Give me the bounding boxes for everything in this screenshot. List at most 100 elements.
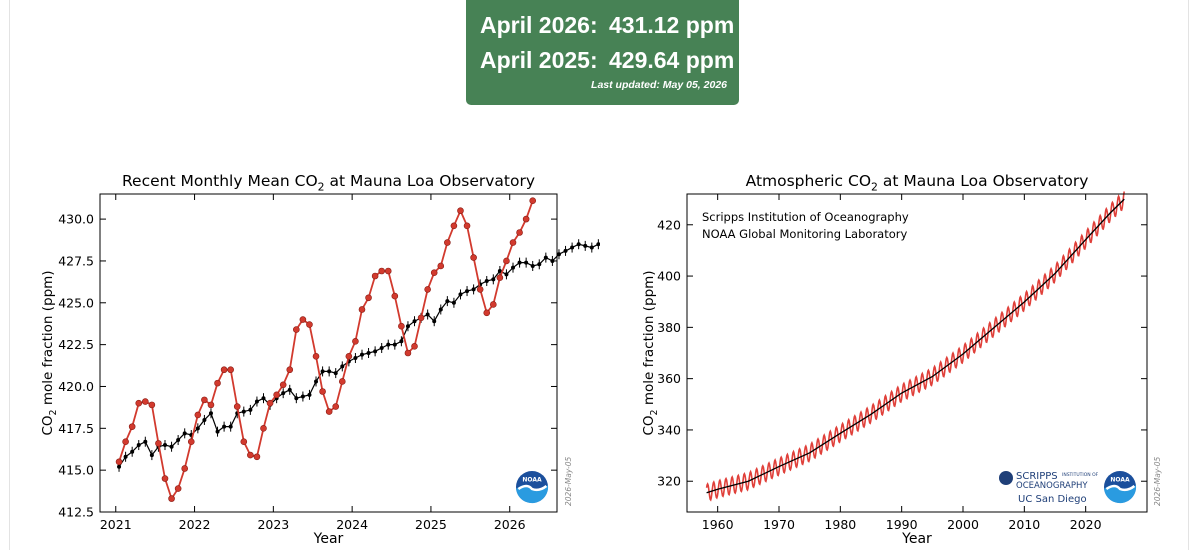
chart1-monthly-point	[312, 353, 320, 360]
chart2-ytick-label: 340	[657, 422, 681, 437]
chart1-monthly-point	[424, 286, 431, 293]
chart1-trend-point	[202, 417, 207, 422]
chart1-monthly-point	[135, 399, 143, 407]
chart2-xtick-label: 2010	[1008, 517, 1040, 532]
chart2-monthly-line	[705, 191, 1125, 502]
chart1-trend-point	[484, 279, 489, 284]
chart1-xlabel: Year	[313, 531, 344, 547]
chart1-trend-point	[425, 312, 430, 317]
chart1-xtick-label: 2025	[415, 517, 447, 532]
chart2-ytick-label: 380	[657, 320, 681, 335]
chart1-trend-point	[215, 429, 220, 434]
scripps-logo-ucsd: UC San Diego	[1018, 494, 1087, 505]
chart1-xtick-label: 2024	[336, 517, 368, 532]
chart1-monthly-point	[437, 262, 445, 270]
chart1-trend-point	[366, 351, 371, 355]
noaa-logo-bird	[517, 484, 548, 492]
chart1-monthly-point	[306, 321, 313, 328]
chart1-monthly-point	[516, 229, 523, 236]
chart2-xtick-label: 1980	[824, 517, 856, 532]
chart1-trend-point	[399, 339, 404, 344]
chart2-xtick-label: 2000	[947, 517, 979, 532]
chart1-monthly-point	[194, 411, 202, 419]
chart1-ytick-label: 425.0	[58, 295, 94, 310]
chart1-monthly-point	[214, 379, 221, 387]
chart1-trend-point	[524, 260, 529, 265]
chart1-monthly-point	[338, 378, 346, 385]
chart1-monthly-point	[201, 396, 208, 404]
chart1-monthly-point	[286, 366, 294, 374]
chart1-trend-point	[583, 243, 588, 248]
chart1-trend-point	[386, 342, 391, 347]
chart1-trend-point	[333, 371, 338, 376]
chart1-monthly-point	[476, 286, 484, 293]
previous-year-label: April 2025:	[480, 47, 598, 73]
chart1-trend-point	[432, 319, 437, 324]
chart1-trend-point	[261, 396, 266, 401]
chart1-xtick-label: 2026	[494, 517, 526, 532]
chart1-monthly-point	[115, 458, 123, 466]
chart1-trend-point	[511, 265, 516, 270]
scripps-logo-emblem	[999, 471, 1013, 485]
chart1-trend-point	[497, 268, 502, 273]
chart1-monthly-point	[483, 309, 491, 317]
chart2-xtick-label: 2020	[1070, 517, 1102, 532]
chart1-ytick-label: 417.5	[58, 421, 94, 436]
chart1-plot-frame	[99, 193, 558, 513]
chart1-monthly-point	[279, 381, 287, 389]
noaa-logo-wave	[516, 484, 549, 504]
chart1-trend-point	[465, 289, 470, 294]
noaa-logo: NOAA	[516, 471, 549, 504]
chart1-monthly-point	[522, 215, 530, 223]
chart1-monthly-point	[128, 423, 136, 430]
chart1-monthly-point	[187, 438, 195, 446]
chart1-trend-point	[412, 319, 417, 324]
chart1-trend-point	[576, 242, 581, 247]
chart1-monthly-point	[470, 254, 477, 261]
chart1-trend-point	[320, 369, 325, 374]
chart1-monthly-point	[384, 267, 392, 275]
chart1-ytick-label: 422.5	[58, 337, 94, 352]
chart1-date-stamp: 2026-May-05	[564, 456, 573, 506]
chart1-trend-point	[228, 424, 233, 429]
chart1-trend-point	[117, 464, 122, 469]
chart1-monthly-point	[253, 453, 261, 461]
chart1-monthly-point	[207, 401, 215, 409]
chart1-monthly-point	[398, 322, 405, 330]
noaa-logo-bird	[1105, 484, 1136, 492]
chart1-trend-point	[589, 245, 594, 250]
chart1-trend-point	[570, 245, 575, 250]
chart1-monthly-point	[365, 294, 372, 302]
chart2-plot-frame	[686, 193, 1148, 513]
chart1-monthly-point	[227, 366, 234, 374]
chart1-trend-point	[294, 396, 299, 401]
current-month-label: April 2026:	[480, 12, 598, 38]
chart2-annotation-scripps: Scripps Institution of Oceanography	[702, 210, 909, 224]
chart1-monthly-point	[417, 314, 425, 322]
chart1-trend-point	[556, 252, 561, 257]
chart1-monthly-point	[142, 398, 149, 405]
chart1-monthly-point	[490, 301, 497, 308]
previous-year-value: 429.64 ppm	[609, 47, 735, 73]
chart1-monthly-point	[174, 485, 182, 492]
chart1-monthly-point	[247, 451, 254, 459]
chart1-monthly-line	[118, 200, 534, 501]
chart1-monthly-point	[457, 207, 464, 215]
chart1-title: Recent Monthly Mean CO2 at Mauna Loa Obs…	[122, 172, 535, 194]
page-frame	[9, 0, 1189, 550]
scripps-logo: SCRIPPS INSTITUTION OF OCEANOGRAPHY UC San …	[999, 471, 1099, 505]
chart1-trend-point	[445, 299, 450, 304]
scripps-logo-name: SCRIPPS	[1016, 471, 1058, 482]
chart1-trend-point	[143, 439, 148, 444]
chart1-monthly-point	[260, 425, 267, 432]
chart1-ytick-label: 415.0	[58, 463, 94, 478]
scripps-logo-oceanography: OCEANOGRAPHY	[1016, 481, 1088, 491]
chart2-ytick-label: 360	[657, 371, 681, 386]
chart1-xtick-label: 2023	[257, 517, 289, 532]
chart1-trend-point	[222, 424, 227, 429]
chart1-trend-point	[359, 352, 364, 357]
chart1-trend-point	[353, 356, 358, 361]
chart1-monthly-point	[444, 239, 451, 246]
chart1-trend-point	[136, 443, 141, 448]
chart1-trend-point	[504, 272, 509, 277]
